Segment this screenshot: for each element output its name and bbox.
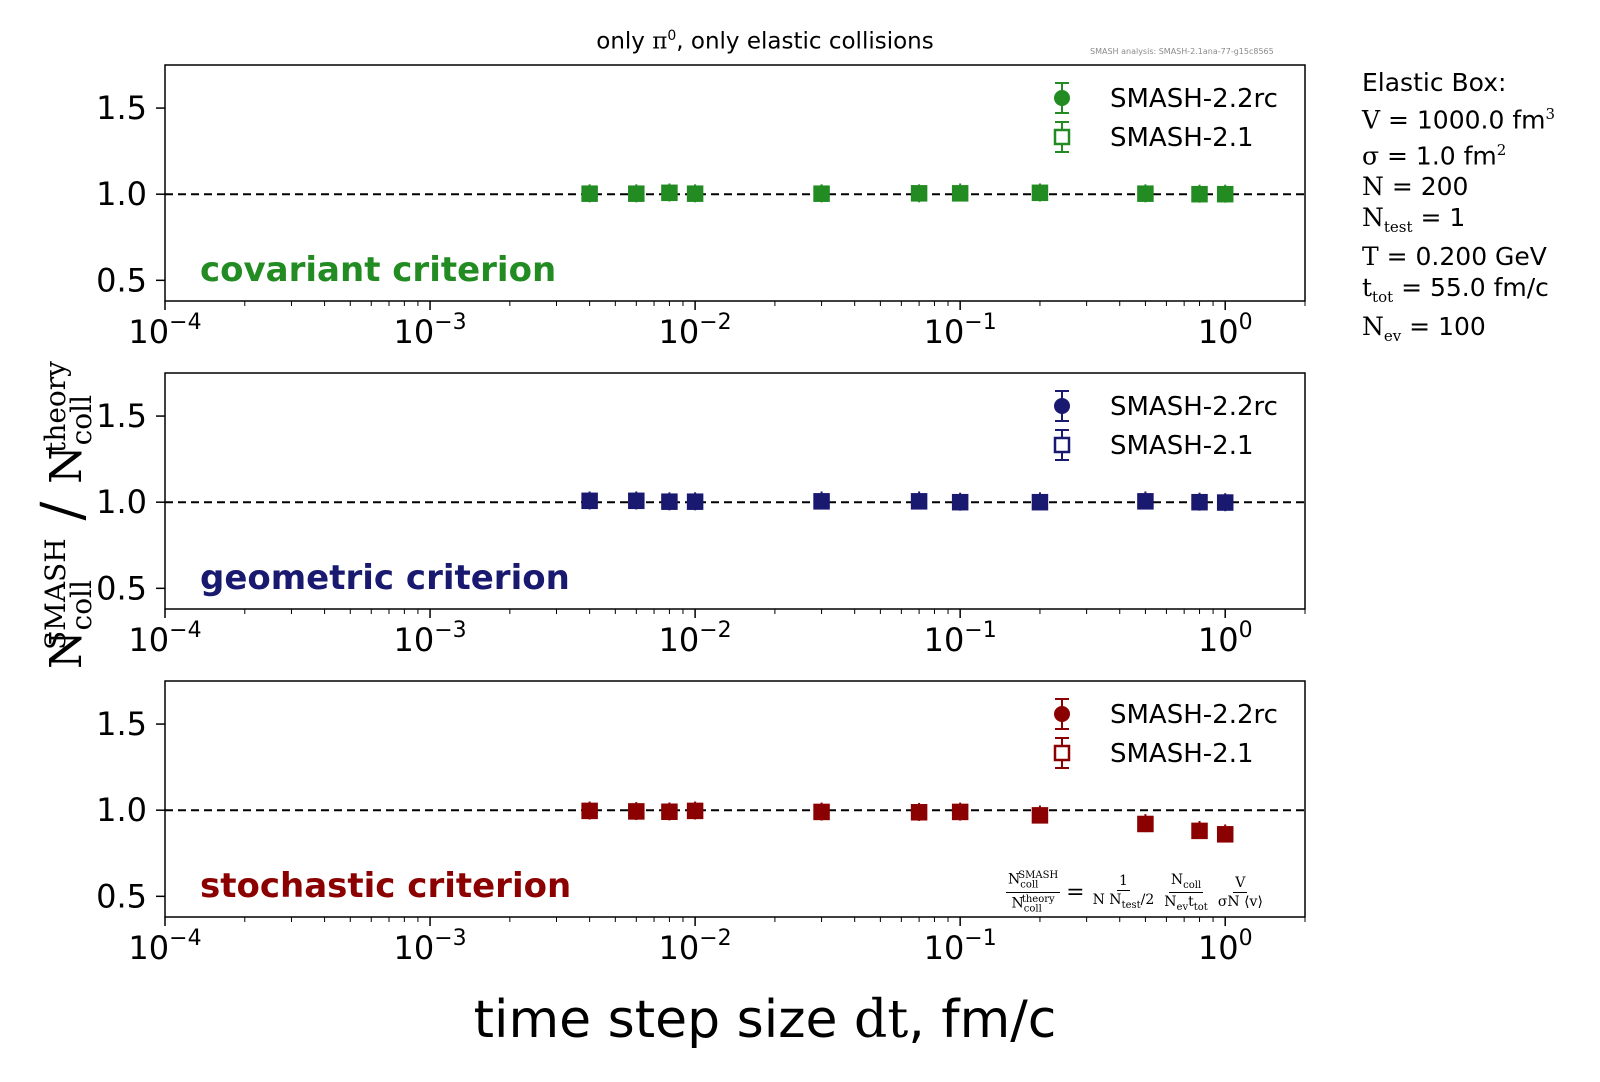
info-line-volume: V = 1000.0 fm3 (1362, 104, 1556, 134)
y-tick-label: 1.5 (96, 89, 147, 127)
x-tick-label: 10−3 (393, 618, 466, 659)
data-point-smash-2-2rc (953, 804, 968, 819)
data-point-smash-2-2rc (662, 494, 677, 509)
panel-frame (164, 680, 1306, 918)
legend-marker-square (1053, 436, 1071, 454)
data-point-smash-2-2rc (814, 493, 829, 508)
data-point-smash-2-2rc (688, 186, 703, 201)
y-tick-label: 1.0 (96, 791, 147, 829)
x-axis-label: time step size dt, fm/c (473, 990, 1057, 1050)
legend-label: SMASH-2.1 (1110, 739, 1254, 769)
panel-label: covariant criterion (200, 250, 556, 290)
y-tick-label: 0.5 (96, 877, 147, 915)
x-tick-label: 10−3 (393, 926, 466, 967)
data-point-smash-2-2rc (629, 186, 644, 201)
formula-equals: = (1066, 879, 1085, 905)
formula-fraction-2: Ncoll Nevttot (1164, 871, 1208, 913)
data-point-smash-2-2rc (814, 804, 829, 819)
x-tick-label: 10−1 (924, 618, 997, 659)
data-point-smash-2-2rc (1218, 186, 1233, 201)
info-block: Elastic Box: V = 1000.0 fm3 σ = 1.0 fm2 … (1362, 68, 1555, 352)
legend-label: SMASH-2.1 (1110, 123, 1254, 153)
panel-label: stochastic criterion (200, 866, 571, 906)
x-tick-label: 10−3 (393, 310, 466, 351)
legend-marker-square (1053, 744, 1071, 762)
y-tick-label: 0.5 (96, 261, 147, 299)
panel-1: 0.5 1.0 1.5 10−4 10−3 10−2 10−1 100 SMASH-2.2rc S… (96, 372, 1306, 659)
data-point-smash-2-2rc (582, 493, 597, 508)
panel-label: geometric criterion (200, 558, 570, 598)
data-point-smash-2-2rc (1032, 494, 1047, 509)
formula-fraction-3: V σN ⟨v⟩ (1217, 874, 1263, 910)
panel-0: 0.5 1.0 1.5 10−4 10−3 10−2 10−1 100 SMASH-2.2rc S… (96, 64, 1306, 351)
data-point-smash-2-2rc (912, 186, 927, 201)
legend-marker-square (1053, 128, 1071, 146)
x-tick-label: 10−2 (659, 310, 732, 351)
watermark: SMASH analysis: SMASH-2.1ana-77-g15c8565 (1090, 47, 1274, 56)
data-point-smash-2-2rc (662, 185, 677, 200)
data-point-smash-2-2rc (953, 185, 968, 200)
data-point-smash-2-2rc (688, 803, 703, 818)
info-line-temperature: T = 0.200 GeV (1362, 242, 1547, 272)
legend-label: SMASH-2.2rc (1110, 700, 1278, 730)
panel-2: 0.5 1.0 1.5 10−4 10−3 10−2 10−1 100 SMASH-2.2rc S… (96, 680, 1306, 967)
data-point-smash-2-2rc (814, 186, 829, 201)
data-point-smash-2-2rc (1138, 186, 1153, 201)
panel-frame (164, 372, 1306, 610)
data-point-smash-2-2rc (582, 803, 597, 818)
y-tick-label: 1.0 (96, 483, 147, 521)
info-line-ttot: ttot = 55.0 fm/c (1362, 272, 1549, 306)
data-point-smash-2-2rc (629, 804, 644, 819)
formula-fraction-1: 1 N Ntest/2 (1092, 873, 1155, 911)
x-tick-label: 10−2 (659, 618, 732, 659)
data-point-smash-2-2rc (582, 186, 597, 201)
x-tick-label: 100 (1198, 310, 1253, 351)
data-point-smash-2-2rc (662, 804, 677, 819)
data-point-smash-2-2rc (1138, 816, 1153, 831)
data-point-smash-2-2rc (1032, 185, 1047, 200)
legend-label: SMASH-2.2rc (1110, 84, 1278, 114)
legend-marker-circle (1054, 706, 1070, 722)
x-tick-label: 100 (1198, 926, 1253, 967)
x-tick-label: 100 (1198, 618, 1253, 659)
data-point-smash-2-2rc (629, 493, 644, 508)
formula-lhs: NcollSMASH Ncolltheory (1006, 870, 1061, 914)
data-point-smash-2-2rc (1218, 495, 1233, 510)
info-heading: Elastic Box: (1362, 68, 1507, 97)
y-axis-label: NcollSMASH / Ncolltheory (30, 361, 98, 669)
legend-marker-circle (1054, 398, 1070, 414)
data-point-smash-2-2rc (1218, 826, 1233, 841)
x-tick-label: 10−4 (128, 310, 201, 351)
data-point-smash-2-2rc (1192, 494, 1207, 509)
data-point-smash-2-2rc (1138, 493, 1153, 508)
x-tick-label: 10−4 (128, 926, 201, 967)
legend-marker-circle (1054, 90, 1070, 106)
y-tick-label: 1.5 (96, 705, 147, 743)
data-point-smash-2-2rc (688, 494, 703, 509)
x-tick-label: 10−2 (659, 926, 732, 967)
ratio-formula: NcollSMASH Ncolltheory = 1 N Ntest/2 Nco… (1006, 862, 1265, 922)
data-point-smash-2-2rc (1192, 186, 1207, 201)
x-tick-label: 10−1 (924, 310, 997, 351)
y-tick-label: 1.5 (96, 397, 147, 435)
x-tick-label: 10−4 (128, 618, 201, 659)
legend-label: SMASH-2.2rc (1110, 392, 1278, 422)
data-point-smash-2-2rc (1032, 807, 1047, 822)
data-point-smash-2-2rc (1192, 823, 1207, 838)
figure-title: only π0, only elastic collisions (596, 28, 934, 55)
data-point-smash-2-2rc (912, 804, 927, 819)
info-line-ntest: Ntest = 1 (1362, 202, 1466, 236)
panel-frame (164, 64, 1306, 302)
info-line-n: N = 200 (1362, 172, 1469, 202)
info-line-nev: Nev = 100 (1362, 312, 1486, 346)
data-point-smash-2-2rc (953, 494, 968, 509)
y-tick-label: 1.0 (96, 175, 147, 213)
legend-label: SMASH-2.1 (1110, 431, 1254, 461)
y-tick-label: 0.5 (96, 569, 147, 607)
info-line-sigma: σ = 1.0 fm2 (1362, 141, 1507, 171)
x-tick-label: 10−1 (924, 926, 997, 967)
data-point-smash-2-2rc (912, 493, 927, 508)
